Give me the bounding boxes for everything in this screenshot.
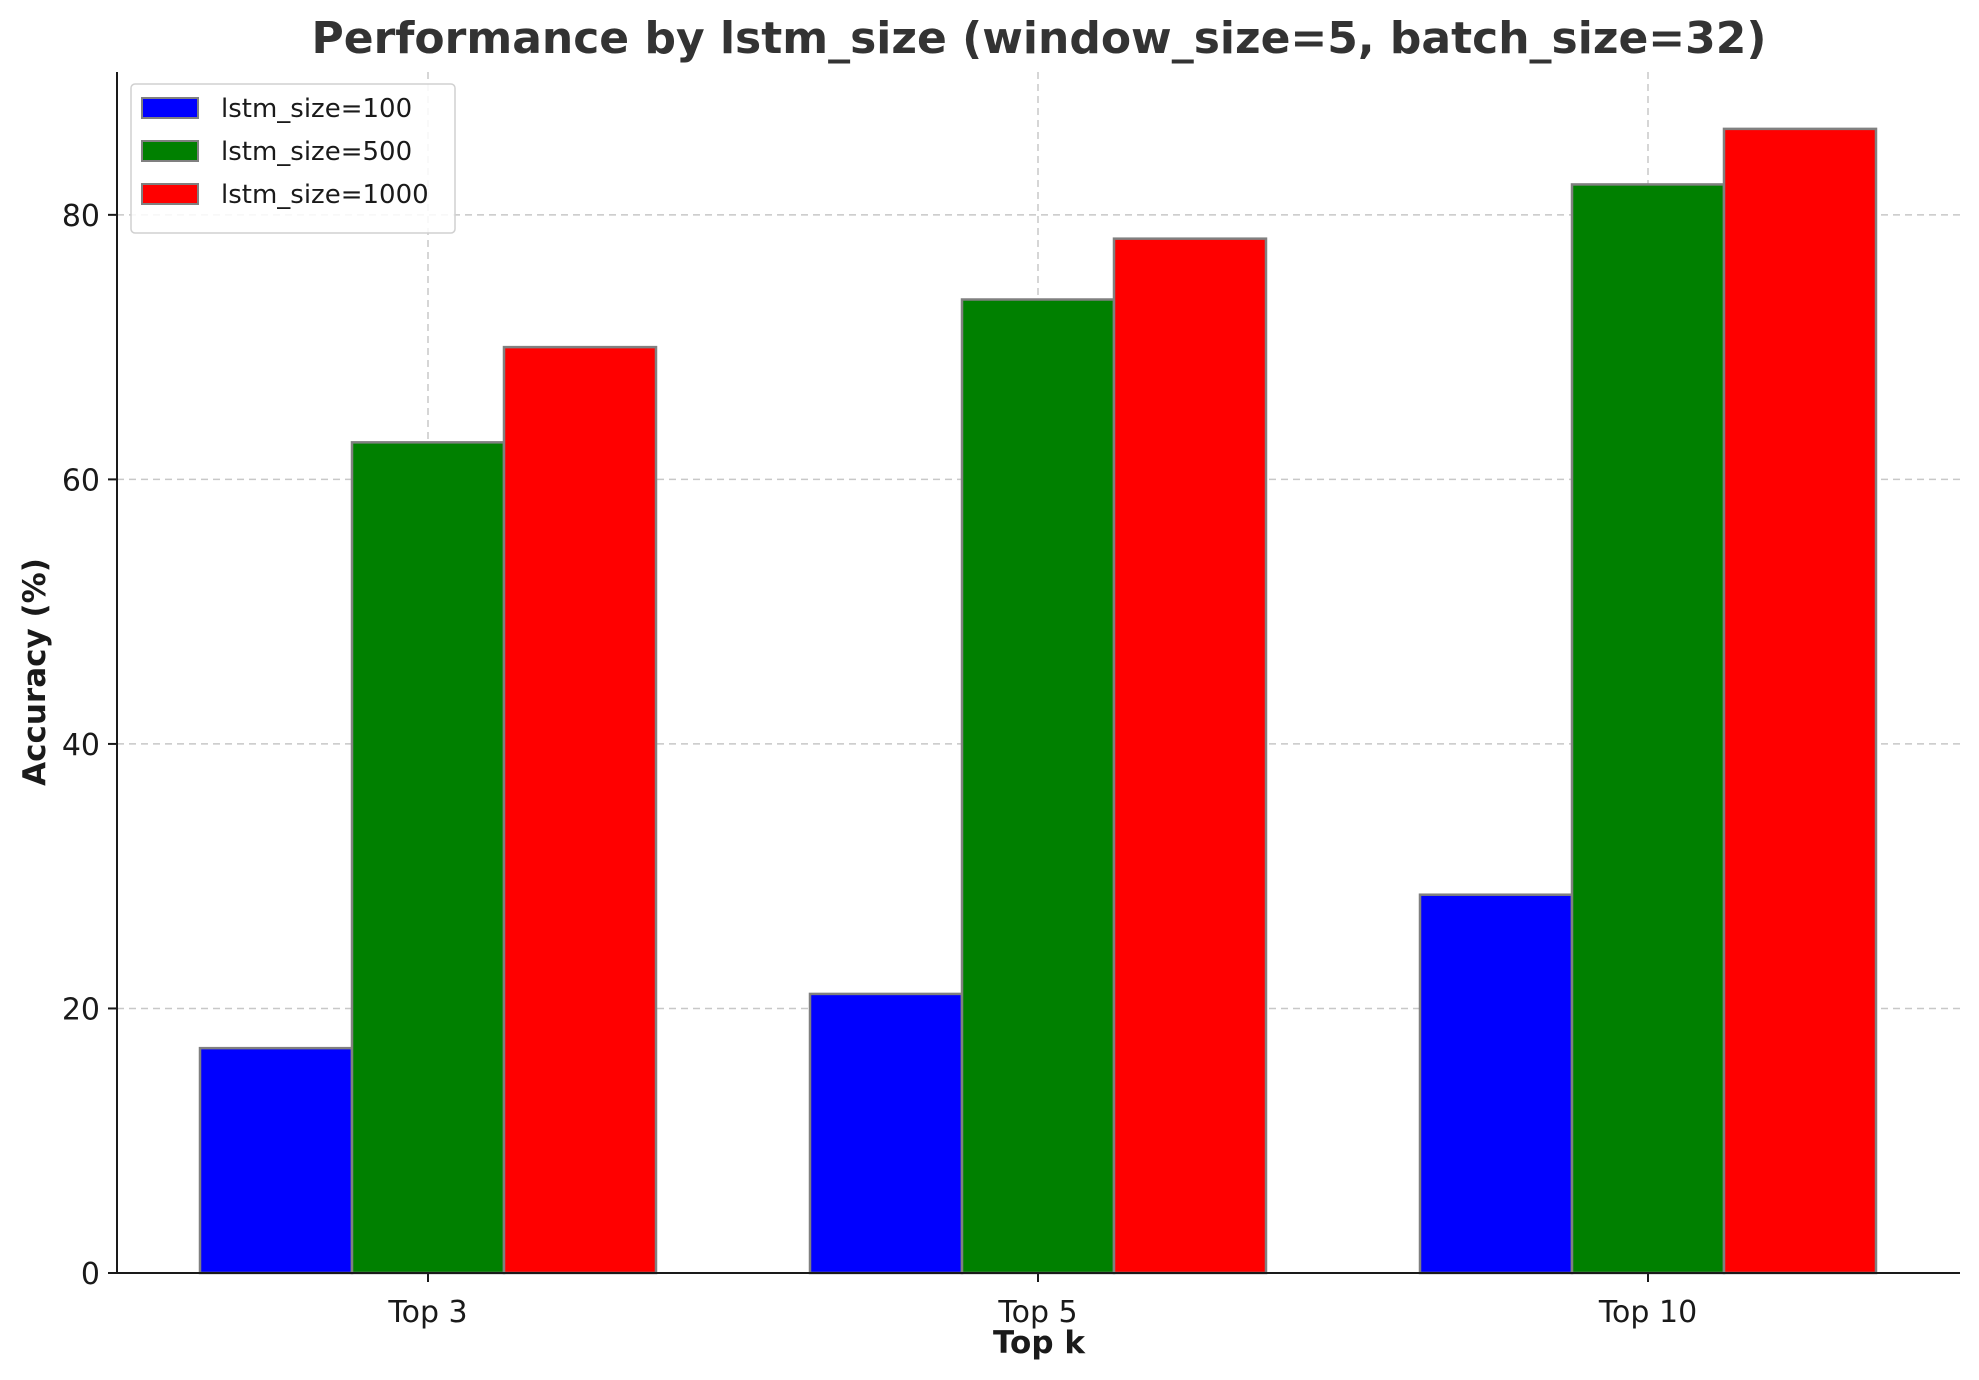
bar: [198, 1046, 354, 1275]
y-tick-label: 0: [81, 1257, 100, 1292]
bar: [808, 992, 964, 1275]
legend-swatch: [141, 97, 199, 119]
legend-label: lstm_size=1000: [221, 180, 429, 210]
legend-swatch: [141, 183, 199, 205]
legend-swatch: [141, 140, 199, 162]
x-tick-label: Top 3: [387, 1295, 467, 1330]
bar: [1418, 893, 1574, 1275]
bar: [1722, 127, 1878, 1275]
chart-title: Performance by lstm_size (window_size=5,…: [312, 13, 1767, 64]
x-tick-label: Top 5: [997, 1295, 1077, 1330]
ticks-layer: 0 20 40 60 80 Top 3 Top 5 Top 10: [62, 199, 1697, 1330]
y-axis-label: Accuracy (%): [17, 558, 53, 786]
legend-label: lstm_size=500: [221, 137, 412, 167]
legend-items: lstm_size=100 lstm_size=500 lstm_size=1000: [141, 94, 429, 210]
y-tick-label: 20: [62, 992, 100, 1027]
bar: [350, 441, 506, 1275]
x-tick-label: Top 10: [1598, 1295, 1697, 1330]
bar: [1570, 183, 1726, 1275]
legend-box: [130, 83, 456, 234]
x-axis-label: Top k: [993, 1325, 1086, 1361]
y-tick-label: 60: [62, 463, 100, 498]
y-tick-label: 40: [62, 728, 100, 763]
bar: [1112, 237, 1268, 1275]
y-tick-label: 80: [62, 199, 100, 234]
bar: [502, 345, 658, 1275]
bar: [960, 298, 1116, 1275]
bars-layer: [198, 127, 1878, 1275]
legend: lstm_size=100 lstm_size=500 lstm_size=1000: [130, 83, 456, 234]
legend-label: lstm_size=100: [221, 94, 412, 124]
